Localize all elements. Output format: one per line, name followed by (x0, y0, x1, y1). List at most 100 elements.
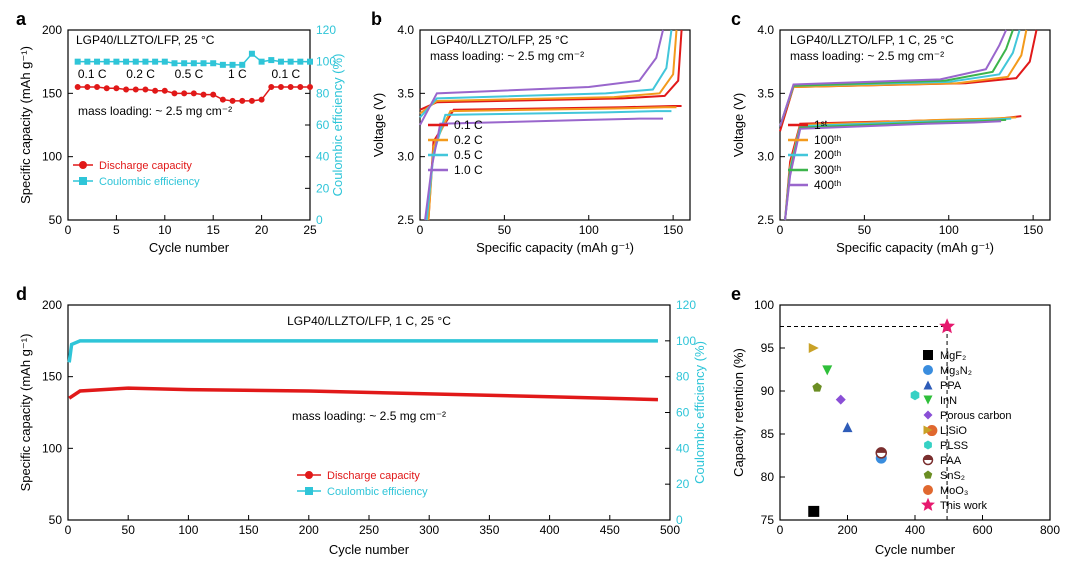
svg-text:Coulombic efficiency (%): Coulombic efficiency (%) (692, 341, 707, 484)
svg-text:90: 90 (761, 384, 775, 398)
svg-text:0: 0 (65, 223, 72, 237)
svg-text:3.0: 3.0 (757, 150, 774, 164)
svg-text:Cycle number: Cycle number (875, 542, 956, 557)
svg-text:LGP40/LLZTO/LFP, 1 C, 25 °C: LGP40/LLZTO/LFP, 1 C, 25 °C (790, 33, 954, 47)
svg-text:120: 120 (676, 298, 696, 312)
svg-text:80: 80 (316, 86, 330, 100)
panel-a: a051015202550100150200020406080100120Cyc… (10, 5, 350, 265)
svg-text:mass loading: ~ 2.5 mg cm⁻²: mass loading: ~ 2.5 mg cm⁻² (292, 409, 446, 423)
svg-text:100: 100 (939, 223, 959, 237)
svg-text:0: 0 (65, 523, 72, 537)
svg-text:10: 10 (158, 223, 172, 237)
svg-text:PLSS: PLSS (940, 440, 968, 452)
svg-text:50: 50 (498, 223, 512, 237)
svg-text:100: 100 (42, 441, 62, 455)
svg-text:450: 450 (600, 523, 620, 537)
svg-text:0.5 C: 0.5 C (175, 67, 204, 81)
svg-text:MoO₃: MoO₃ (940, 485, 968, 497)
svg-text:PAA: PAA (940, 455, 962, 467)
svg-text:150: 150 (42, 370, 62, 384)
panel-c: c0501001502.533.542.53.03.54.0Specific c… (725, 5, 1065, 265)
svg-text:Discharge capacity: Discharge capacity (99, 160, 192, 172)
svg-text:Cycle number: Cycle number (329, 542, 410, 557)
svg-text:LGP40/LLZTO/LFP, 25 °C: LGP40/LLZTO/LFP, 25 °C (430, 33, 569, 47)
svg-text:0: 0 (417, 223, 424, 237)
svg-text:SnS₂: SnS₂ (940, 470, 965, 482)
svg-text:d: d (16, 284, 27, 304)
svg-text:200: 200 (42, 298, 62, 312)
svg-text:15: 15 (207, 223, 221, 237)
svg-text:2.5: 2.5 (397, 213, 414, 227)
svg-text:20: 20 (316, 181, 330, 195)
svg-text:5: 5 (113, 223, 120, 237)
svg-text:200: 200 (837, 523, 857, 537)
svg-text:Coulombic efficiency: Coulombic efficiency (327, 486, 428, 498)
svg-text:Capacity retention (%): Capacity retention (%) (731, 348, 746, 477)
svg-text:40: 40 (676, 441, 690, 455)
panel-e: e02004006008007580859095100Cycle numberC… (725, 280, 1065, 570)
svg-text:200: 200 (42, 23, 62, 37)
svg-text:Specific capacity (mAh g⁻¹): Specific capacity (mAh g⁻¹) (836, 240, 994, 255)
svg-text:50: 50 (122, 523, 136, 537)
svg-text:Specific capacity (mAh g⁻¹): Specific capacity (mAh g⁻¹) (18, 46, 33, 204)
svg-text:Porous carbon: Porous carbon (940, 410, 1012, 422)
svg-text:0: 0 (777, 523, 784, 537)
svg-text:mass loading: ~ 2.5 mg cm⁻²: mass loading: ~ 2.5 mg cm⁻² (790, 49, 944, 63)
svg-text:3.0: 3.0 (397, 150, 414, 164)
svg-text:350: 350 (479, 523, 499, 537)
svg-text:50: 50 (858, 223, 872, 237)
svg-text:LiSiO: LiSiO (940, 425, 967, 437)
svg-text:mass loading: ~ 2.5 mg cm⁻²: mass loading: ~ 2.5 mg cm⁻² (78, 104, 232, 118)
svg-text:100ᵗʰ: 100ᵗʰ (814, 133, 842, 147)
svg-text:50: 50 (49, 213, 63, 227)
svg-text:e: e (731, 284, 741, 304)
svg-text:MgF₂: MgF₂ (940, 350, 966, 362)
svg-text:400: 400 (540, 523, 560, 537)
svg-text:300ᵗʰ: 300ᵗʰ (814, 163, 842, 177)
svg-text:20: 20 (676, 477, 690, 491)
svg-text:0: 0 (777, 223, 784, 237)
svg-text:Cycle number: Cycle number (149, 240, 230, 255)
svg-text:LGP40/LLZTO/LFP, 25 °C: LGP40/LLZTO/LFP, 25 °C (76, 33, 215, 47)
svg-text:Specific capacity (mAh g⁻¹): Specific capacity (mAh g⁻¹) (18, 334, 33, 492)
svg-text:3.5: 3.5 (397, 86, 414, 100)
svg-text:100: 100 (579, 223, 599, 237)
svg-text:This work: This work (940, 500, 988, 512)
svg-text:150: 150 (663, 223, 683, 237)
svg-text:100: 100 (754, 298, 774, 312)
svg-text:25: 25 (303, 223, 317, 237)
svg-text:600: 600 (972, 523, 992, 537)
svg-text:80: 80 (676, 370, 690, 384)
svg-text:1 C: 1 C (228, 67, 247, 81)
svg-text:250: 250 (359, 523, 379, 537)
svg-text:Voltage (V): Voltage (V) (731, 93, 746, 157)
svg-text:50: 50 (49, 513, 63, 527)
svg-text:LGP40/LLZTO/LFP, 1 C, 25 °C: LGP40/LLZTO/LFP, 1 C, 25 °C (287, 314, 451, 328)
svg-text:150: 150 (239, 523, 259, 537)
svg-text:Coulombic efficiency (%): Coulombic efficiency (%) (330, 54, 345, 197)
svg-text:150: 150 (42, 86, 62, 100)
svg-text:100: 100 (42, 150, 62, 164)
svg-text:Voltage (V): Voltage (V) (371, 93, 386, 157)
svg-text:a: a (16, 9, 27, 29)
svg-text:mass loading: ~ 2.5 mg cm⁻²: mass loading: ~ 2.5 mg cm⁻² (430, 49, 584, 63)
panel-d: d050100150200250300350400450500501001502… (10, 280, 710, 570)
svg-text:4.0: 4.0 (757, 23, 774, 37)
svg-text:c: c (731, 9, 741, 29)
svg-text:Specific capacity (mAh g⁻¹): Specific capacity (mAh g⁻¹) (476, 240, 634, 255)
svg-text:200: 200 (299, 523, 319, 537)
svg-text:1ˢᵗ: 1ˢᵗ (814, 118, 828, 132)
svg-text:0.2 C: 0.2 C (126, 67, 155, 81)
svg-text:0.1 C: 0.1 C (271, 67, 300, 81)
svg-text:400ᵗʰ: 400ᵗʰ (814, 178, 842, 192)
svg-text:0: 0 (676, 513, 683, 527)
svg-text:120: 120 (316, 23, 336, 37)
svg-text:75: 75 (761, 513, 775, 527)
svg-text:0: 0 (316, 213, 323, 227)
svg-text:300: 300 (419, 523, 439, 537)
svg-text:60: 60 (316, 118, 330, 132)
svg-text:800: 800 (1040, 523, 1060, 537)
svg-text:0.1 C: 0.1 C (454, 118, 483, 132)
svg-text:PPA: PPA (940, 380, 962, 392)
svg-text:4.0: 4.0 (397, 23, 414, 37)
